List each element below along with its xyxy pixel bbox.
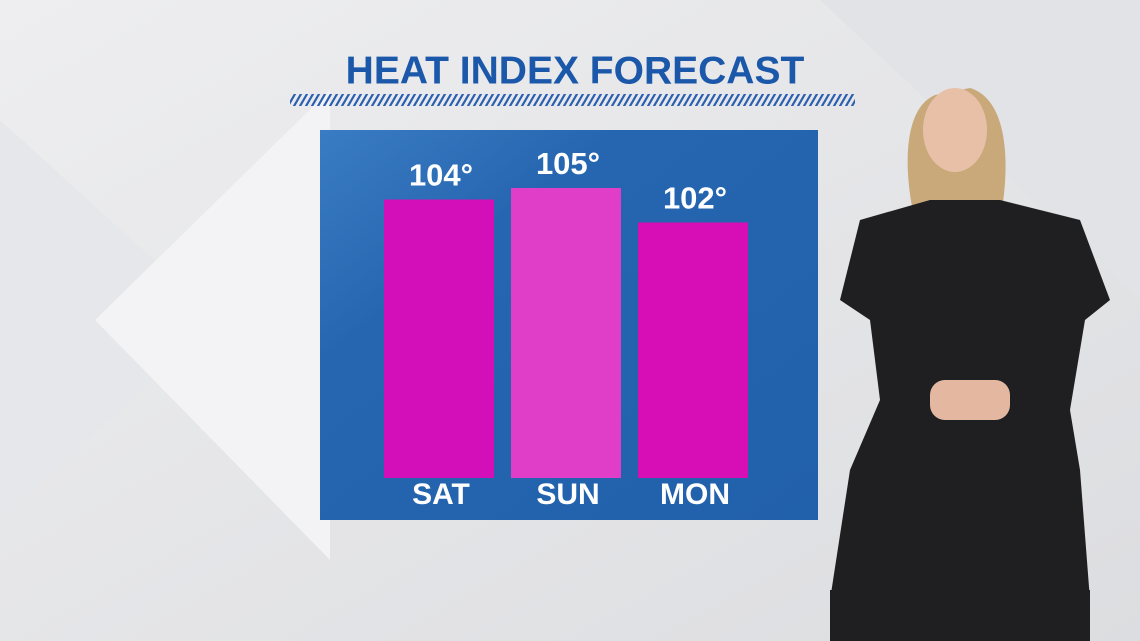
bar (384, 199, 494, 478)
value-label: 105° (536, 146, 600, 181)
bg-shape (95, 90, 330, 560)
value-label: 104° (409, 158, 473, 193)
presenter (830, 88, 1110, 641)
chart-title: HEAT INDEX FORECAST (346, 49, 805, 92)
x-tick-label: SUN (536, 478, 599, 511)
bar (638, 222, 748, 478)
x-tick-label: MON (660, 478, 730, 511)
title-underline (290, 94, 855, 106)
bar (511, 188, 621, 478)
x-tick-label: SAT (412, 478, 470, 511)
value-label: 102° (663, 181, 727, 216)
